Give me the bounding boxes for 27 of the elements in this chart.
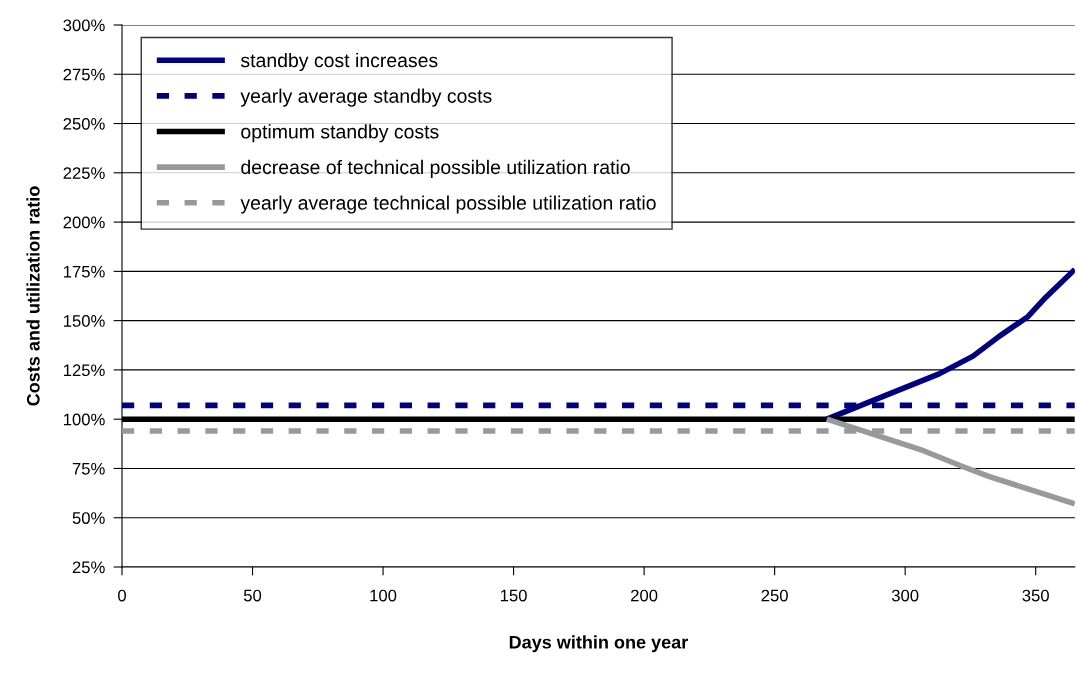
y-tick-label: 300% [63,19,105,32]
legend-label: decrease of technical possible utilization ratio [241,159,630,178]
x-tick-label: 300 [891,589,919,602]
x-tick-label: 250 [761,589,788,602]
x-tick-label: 150 [500,589,527,602]
y-tick-label: 100% [63,413,105,426]
legend-label: optimum standby costs [241,124,439,143]
x-tick-label: 100 [370,589,397,602]
y-tick-label: 225% [63,167,105,180]
y-tick-label: 275% [63,68,105,81]
y-tick-label: 50% [72,512,105,524]
y-tick-label: 75% [72,462,105,475]
y-tick-label: 200% [63,216,105,229]
legend-label: yearly average standby costs [240,88,492,107]
y-tick-label: 25% [72,561,105,574]
x-tick-label: 350 [1022,589,1049,602]
x-axis-title: Days within one year [509,635,688,653]
legend-label: standby cost increases [240,52,438,72]
y-tick-label: 250% [63,117,105,130]
y-tick-label: 150% [63,315,105,327]
y-axis-title: Costs and utilization ratio [26,186,40,406]
y-tick-label: 125% [63,364,105,377]
legend-label: yearly average technical possible utilization ratio [240,195,656,214]
y-tick-label: 175% [63,265,105,278]
x-tick-label: 0 [118,589,126,602]
x-tick-label: 200 [631,589,658,602]
x-tick-label: 50 [243,589,262,602]
